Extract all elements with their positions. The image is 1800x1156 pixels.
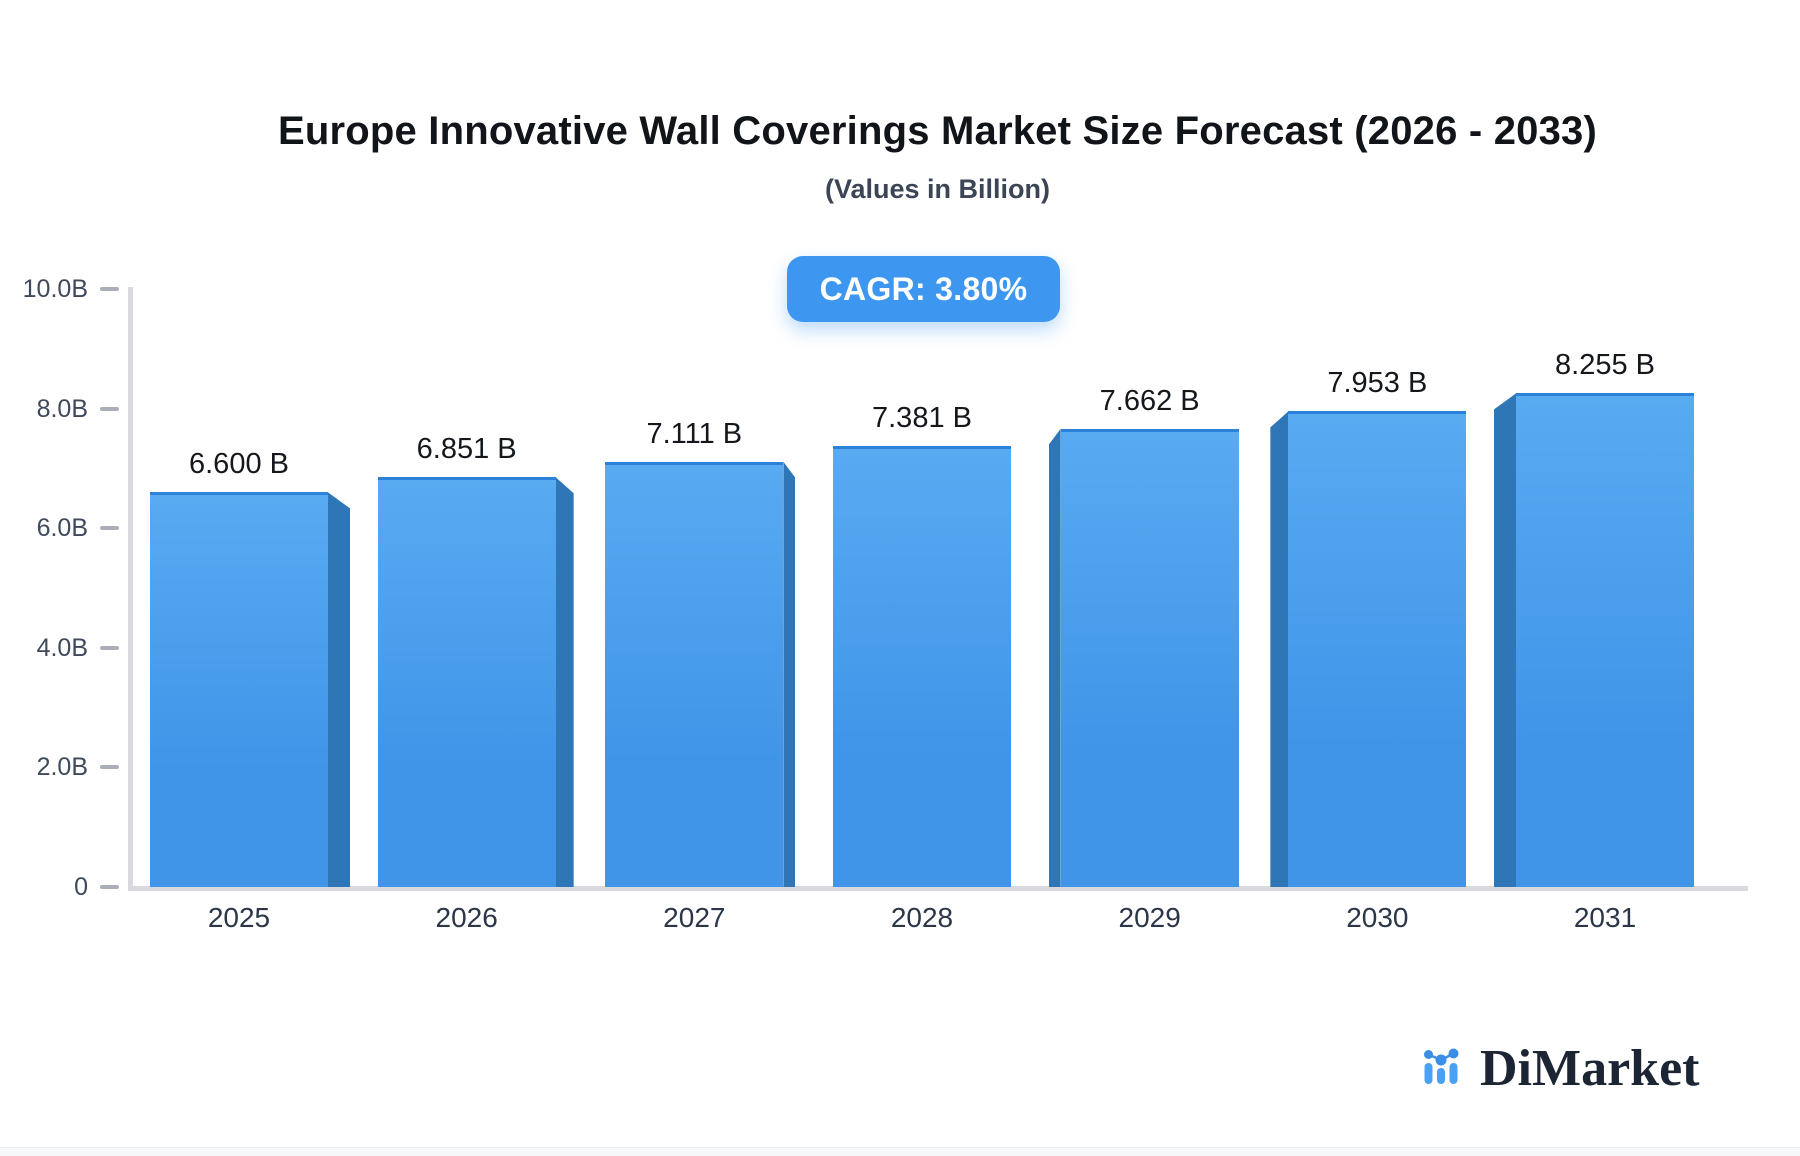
bar [833,445,1011,887]
bar [377,477,574,887]
x-axis-label: 2030 [1346,902,1409,933]
x-axis-label: 2026 [435,902,498,933]
y-axis-tick-label: 8.0B [36,394,88,423]
brand-logo: DiMarket [1424,1038,1699,1098]
bar-front-face [605,461,784,887]
y-axis-tick [100,765,119,770]
bar-value-label: 7.662 B [1099,384,1200,417]
y-axis-tick-label: 2.0B [36,753,88,782]
x-axis-label: 2025 [207,902,271,933]
bar-front-face [377,477,556,887]
y-axis-line [128,287,133,888]
y-axis-tick [100,526,119,531]
y-axis-tick [100,287,119,291]
y-axis-tick [100,885,119,889]
bar-side-face [783,461,796,887]
bar-front-face [150,492,328,887]
bar [1048,428,1239,887]
bar-side-face [1494,393,1517,887]
bar-value-label: 7.111 B [646,417,743,450]
bar-side-face [1048,428,1061,887]
x-axis-label: 2027 [663,902,726,933]
bar-value-label: 6.851 B [416,433,517,466]
bar [1270,411,1467,887]
y-axis-tick-label: 4.0B [36,633,88,662]
x-axis-baseline [128,886,1748,891]
bar [605,461,796,887]
bar-value-label: 7.953 B [1327,367,1428,400]
bar [1494,393,1695,887]
bar-value-label: 8.255 B [1555,349,1655,382]
x-axis-label: 2031 [1573,902,1637,933]
bar [150,492,350,887]
brand-logo-text: DiMarket [1480,1040,1700,1097]
x-axis-label: 2028 [890,902,954,933]
bar-side-face [328,492,350,887]
cagr-badge-label: CAGR: 3.80% [819,270,1028,307]
bar-side-face [555,477,574,887]
bar-side-face [1270,411,1289,887]
cagr-badge: CAGR: 3.80% [787,256,1060,322]
bottom-strip [0,1147,1800,1156]
bar-value-label: 6.600 B [189,448,289,481]
y-axis-tick [100,406,119,411]
chart-title: Europe Innovative Wall Coverings Market … [277,109,1598,153]
mini-bar-chart-with-dots-icon [1424,1048,1459,1084]
bar-value-label: 7.381 B [872,401,972,434]
x-axis-label: 2029 [1118,902,1181,933]
bar-front-face [1516,393,1695,887]
y-axis-tick-label: 0 [74,873,88,901]
bar-front-face [1288,411,1467,887]
chart-subtitle: (Values in Billion) [824,174,1051,204]
bar-front-face [833,445,1011,887]
y-axis-tick-label: 10.0B [22,275,88,303]
bar-front-face [1060,428,1239,887]
y-axis-tick [100,645,119,650]
y-axis-tick-label: 6.0B [36,514,88,543]
